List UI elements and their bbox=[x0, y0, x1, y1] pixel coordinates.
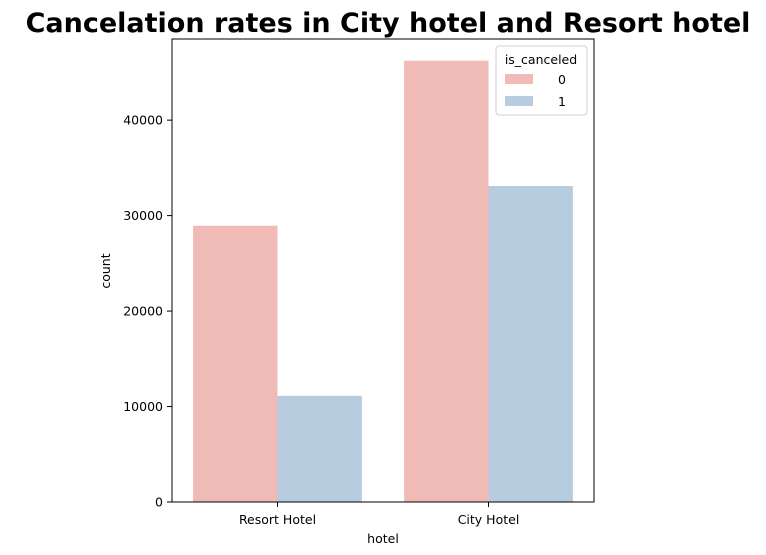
y-tick-label: 40000 bbox=[123, 113, 163, 128]
bar-resort-hotel-series-1 bbox=[277, 395, 362, 502]
chart-title: Cancelation rates in City hotel and Reso… bbox=[26, 8, 751, 39]
legend-title: is_canceled bbox=[505, 52, 577, 67]
x-axis-label: hotel bbox=[367, 531, 399, 546]
y-tick-label: 20000 bbox=[123, 304, 163, 319]
y-axis: 0 10000 20000 30000 40000 bbox=[123, 113, 172, 510]
legend-label-1: 1 bbox=[558, 94, 566, 109]
plot-frame bbox=[171, 38, 595, 503]
x-axis: Resort Hotel City Hotel bbox=[239, 502, 519, 527]
y-tick-label: 0 bbox=[155, 495, 163, 510]
legend-label-0: 0 bbox=[558, 72, 566, 87]
bars-layer bbox=[193, 60, 573, 503]
bar-city-hotel-series-1 bbox=[488, 185, 573, 502]
legend: is_canceled 0 1 bbox=[495, 45, 588, 116]
y-axis-label: count bbox=[98, 253, 113, 288]
y-tick-label: 10000 bbox=[123, 399, 163, 414]
bar-city-hotel-series-0 bbox=[404, 60, 489, 503]
bar-resort-hotel-series-0 bbox=[193, 225, 278, 502]
y-tick-label: 30000 bbox=[123, 208, 163, 223]
legend-swatch-1 bbox=[505, 96, 533, 106]
legend-swatch-0 bbox=[505, 74, 533, 84]
x-tick-label: City Hotel bbox=[458, 512, 520, 527]
x-tick-label: Resort Hotel bbox=[239, 512, 316, 527]
